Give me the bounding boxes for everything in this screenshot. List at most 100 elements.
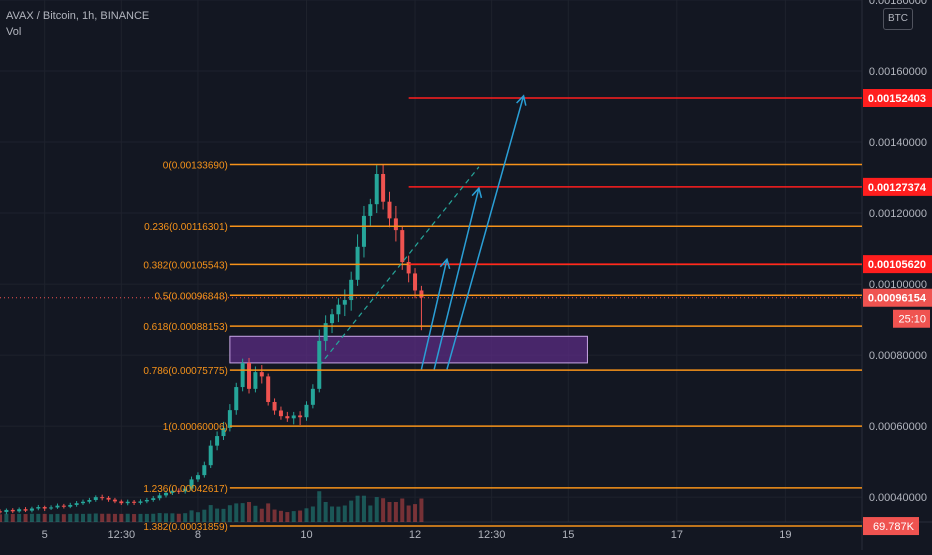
- time-axis-tick-label: 12:30: [478, 529, 506, 541]
- candle-body: [202, 465, 207, 476]
- volume-bar: [164, 513, 169, 522]
- volume-bar: [374, 497, 379, 522]
- volume-bar: [419, 498, 424, 522]
- target-price-badge-bg: [863, 88, 932, 107]
- projection-dashed-line: [318, 166, 480, 367]
- time-axis-tick-label: 5: [42, 529, 48, 541]
- volume-bar: [81, 513, 86, 522]
- arrow-head: [471, 186, 483, 199]
- candle-body: [413, 273, 418, 291]
- candle-body: [349, 279, 354, 301]
- volume-bar: [298, 510, 303, 522]
- candle-body: [170, 490, 175, 493]
- target-arrow-line: [446, 95, 525, 370]
- fib-level-label: 0(0.00133690): [163, 160, 228, 171]
- volume-bar: [93, 513, 98, 522]
- candle-body: [266, 376, 271, 402]
- candle-body: [221, 427, 226, 437]
- candle-body: [132, 501, 137, 503]
- time-axis-tick-label: 19: [779, 529, 791, 541]
- volume-bar: [106, 513, 111, 522]
- volume-bar: [36, 513, 41, 522]
- candle-body: [342, 300, 347, 305]
- volume-bar: [176, 513, 181, 522]
- candle-body: [400, 230, 405, 263]
- volume-indicator-label[interactable]: Vol: [6, 26, 22, 38]
- volume-bar: [291, 511, 296, 522]
- time-axis-tick-label: 8: [195, 529, 201, 541]
- volume-bar: [202, 509, 207, 522]
- fib-level-label: 0.5(0.00096848): [154, 291, 227, 302]
- target-price-badge: 0.00105620: [868, 259, 926, 271]
- volume-bar: [266, 503, 271, 522]
- candle-body: [112, 499, 117, 502]
- volume-bar: [317, 491, 322, 522]
- price-axis-tick-label: 0.00100000: [869, 279, 927, 291]
- volume-bar: [285, 512, 290, 522]
- fib-level-label: 1.382(0.00031859): [143, 522, 228, 533]
- volume-bar: [17, 513, 22, 522]
- volume-bar: [393, 502, 398, 522]
- volume-bar: [61, 514, 66, 522]
- candle-body: [68, 504, 73, 507]
- candle-body: [393, 218, 398, 231]
- candle-body: [176, 490, 181, 492]
- candle-body: [164, 492, 169, 496]
- volume-bar: [170, 513, 175, 522]
- volume-bar: [125, 513, 130, 522]
- candle-body: [253, 372, 258, 389]
- volume-bar: [208, 505, 213, 522]
- candle-body: [381, 174, 386, 202]
- current-price-badge-bg: [863, 288, 932, 307]
- candle-body: [189, 479, 194, 489]
- symbol-title: AVAX / Bitcoin, 1h, BINANCE: [6, 10, 150, 22]
- volume-bar: [23, 514, 28, 522]
- candle-body: [285, 416, 290, 419]
- candle-body: [387, 201, 392, 219]
- candle-body: [157, 495, 162, 499]
- volume-bar: [368, 505, 373, 522]
- candle-body: [125, 501, 130, 504]
- volume-bar: [138, 513, 143, 522]
- volume-bar: [387, 502, 392, 522]
- volume-bar: [310, 506, 315, 522]
- volume-bar: [195, 512, 200, 522]
- arrow-head: [439, 257, 451, 270]
- price-axis-tick-label: 0.00140000: [869, 137, 927, 149]
- fib-level-label: 0.236(0.00116301): [144, 222, 228, 233]
- candle-body: [61, 505, 66, 507]
- volume-bar: [272, 509, 277, 522]
- volume-bar: [247, 502, 252, 522]
- candle-body: [100, 497, 105, 499]
- candle-body: [151, 498, 156, 500]
- arrow-head: [516, 94, 527, 106]
- support-zone-rectangle: [229, 335, 588, 364]
- volume-bar: [413, 504, 418, 522]
- volume-bar: [349, 500, 354, 522]
- candle-body: [10, 509, 15, 512]
- candle-body: [336, 304, 341, 315]
- candle-body: [406, 262, 411, 274]
- price-axis-tick-label: 0.00120000: [869, 208, 927, 220]
- volume-bar: [87, 513, 92, 522]
- time-axis-tick-label: 17: [671, 529, 683, 541]
- volume-bar: [49, 514, 54, 522]
- fib-level-label: 0.786(0.00075775): [143, 366, 228, 377]
- candle-body: [144, 499, 149, 502]
- volume-bar: [221, 508, 226, 522]
- candle-body: [310, 388, 315, 405]
- time-axis-tick-label: 12: [409, 529, 421, 541]
- candle-body: [304, 404, 309, 418]
- volume-bar: [157, 513, 162, 522]
- volume-bar: [406, 505, 411, 522]
- price-axis-tick-label: 0.00080000: [869, 350, 927, 362]
- currency-unit-button[interactable]: BTC: [883, 8, 913, 30]
- volume-bar: [132, 514, 137, 522]
- volume-bar: [55, 513, 60, 522]
- candle-body: [361, 215, 366, 247]
- price-axis-tick-label: 0.00060000: [869, 421, 927, 433]
- candle-body: [183, 488, 188, 492]
- countdown-badge: 25:10: [898, 314, 926, 326]
